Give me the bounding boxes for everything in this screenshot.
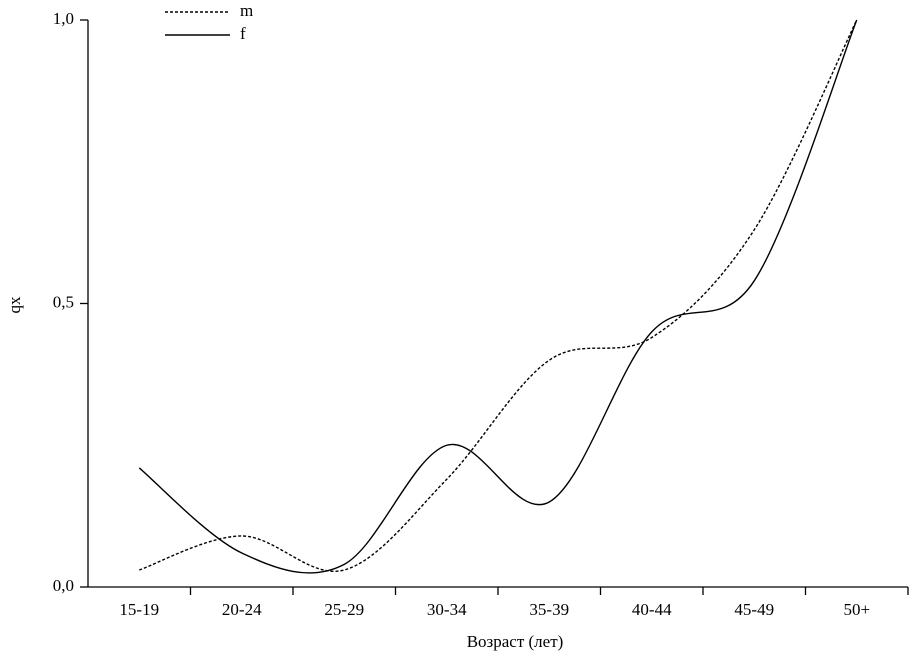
x-axis-label: Возраст (лет) xyxy=(467,632,564,651)
line-series xyxy=(138,19,858,574)
line-series xyxy=(139,19,858,573)
x-tick-label: 30-34 xyxy=(427,600,467,619)
x-tick-label: 50+ xyxy=(843,600,870,619)
x-tick-label: 15-19 xyxy=(119,600,159,619)
x-tick-label: 40-44 xyxy=(632,600,672,619)
legend-label: m xyxy=(240,1,253,20)
x-tick-label: 35-39 xyxy=(529,600,569,619)
y-tick-label: 0,0 xyxy=(53,576,74,595)
x-tick-label: 45-49 xyxy=(734,600,774,619)
y-tick-label: 0,5 xyxy=(53,292,74,311)
y-axis-label: qx xyxy=(5,296,24,314)
x-tick-label: 20-24 xyxy=(222,600,262,619)
y-tick-label: 1,0 xyxy=(53,9,74,28)
x-tick-label: 25-29 xyxy=(324,600,364,619)
legend-label: f xyxy=(240,24,246,43)
